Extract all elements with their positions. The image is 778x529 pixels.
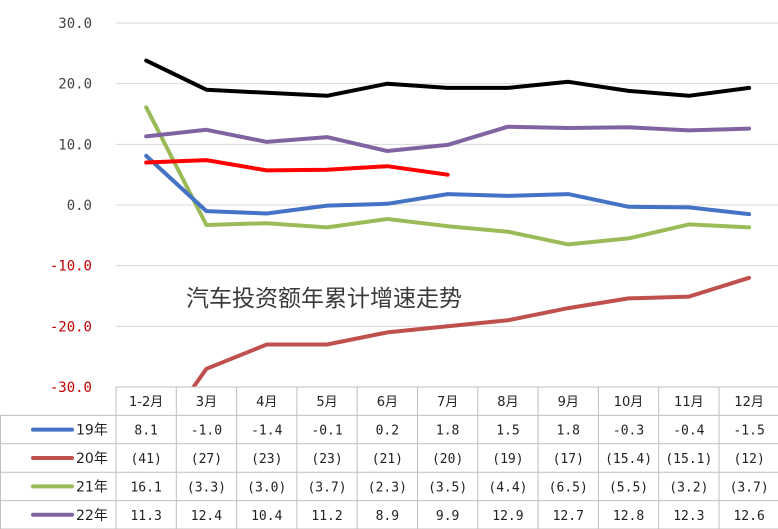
table-cell: (12) [733,452,764,467]
series-line-19年 [144,153,752,217]
table-cell: 12.3 [673,509,704,524]
table-cell: (3.3) [187,480,226,495]
table-cell: 11.2 [311,509,342,524]
x-tick-label: 10月 [614,395,644,410]
table-cell: 12.4 [191,509,222,524]
table-cell: 8.9 [376,509,399,524]
table-cell: (23) [311,452,342,467]
table-cell: (19) [492,452,523,467]
y-tick-label: 20.0 [58,77,92,93]
table-cell: (21) [372,452,403,467]
x-tick-label: 1-2月 [129,395,163,410]
table-cell: (3.2) [669,480,708,495]
table-cell: (27) [191,452,222,467]
legend-label: 21年 [76,479,108,495]
legend-label: 22年 [76,508,108,524]
legend-label: 20年 [76,451,108,467]
x-tick-label: 11月 [674,395,704,410]
x-tick-label: 8月 [497,395,518,410]
table-cell: (41) [130,452,161,467]
series-line-21年 [144,105,752,247]
y-tick-label: -10.0 [50,259,92,275]
data-table: 1-2月 3月 4月 5月 6月 7月 8月 9月 10月 11月 12月 19年 8.1 -1.0 -1.… [0,386,778,529]
x-tick-label: 12月 [734,395,764,410]
table-cell: 0.2 [376,424,399,439]
y-tick-label: -20.0 [50,319,92,335]
y-axis: 30.0 20.0 10.0 0.0 -10.0 -20.0 -30.0 [50,16,92,396]
table-cell: -1.4 [251,424,282,439]
table-cell: 1.5 [496,424,519,439]
legend-label: 19年 [76,423,108,439]
table-cell: (4.4) [488,480,527,495]
x-tick-label: 4月 [256,395,277,410]
table-cell: (5.5) [609,480,648,495]
table-cell: 12.7 [553,509,584,524]
x-tick-label: 6月 [377,395,398,410]
table-cell: 1.8 [436,424,459,439]
y-tick-label: -30.0 [50,380,92,396]
y-tick-label: 10.0 [58,137,92,153]
series-lines [144,58,752,387]
table-cell: 9.9 [436,509,459,524]
table-cell: (17) [553,452,584,467]
x-tick-label: 7月 [437,395,458,410]
table-cell: 1.8 [557,424,580,439]
table-cell: (15.1) [665,452,712,467]
table-cell: -0.3 [613,424,644,439]
series-line-22年 [144,124,752,153]
table-cell: -0.1 [311,424,342,439]
series-line-extra-2 [144,158,450,177]
table-cell: (15.4) [605,452,652,467]
table-cell: -0.4 [673,424,704,439]
table-cell: (20) [432,452,463,467]
table-cell: (3.5) [428,480,467,495]
table-cell: (3.7) [307,480,346,495]
table-cell: (23) [251,452,282,467]
table-cell: 16.1 [130,480,161,495]
table-cell: 12.6 [733,509,764,524]
y-tick-label: 0.0 [67,198,92,214]
x-tick-label: 3月 [196,395,217,410]
series-line-20年 [191,275,752,387]
series-line-extra-1 [144,58,752,98]
x-tick-label: 9月 [558,395,579,410]
table-cell: 12.8 [613,509,644,524]
chart-title: 汽车投资额年累计增速走势 [186,286,462,312]
table-cell: 11.3 [130,509,161,524]
table-cell: 10.4 [251,509,282,524]
table-cell: (2.3) [368,480,407,495]
table-cell: (3.7) [730,480,769,495]
table-cell: 12.9 [492,509,523,524]
table-cell: -1.5 [733,424,764,439]
table-cell: -1.0 [191,424,222,439]
x-tick-label: 5月 [316,395,337,410]
table-cell: (6.5) [549,480,588,495]
table-cell: 8.1 [134,424,157,439]
y-tick-label: 30.0 [58,16,92,32]
table-cell: (3.0) [247,480,286,495]
